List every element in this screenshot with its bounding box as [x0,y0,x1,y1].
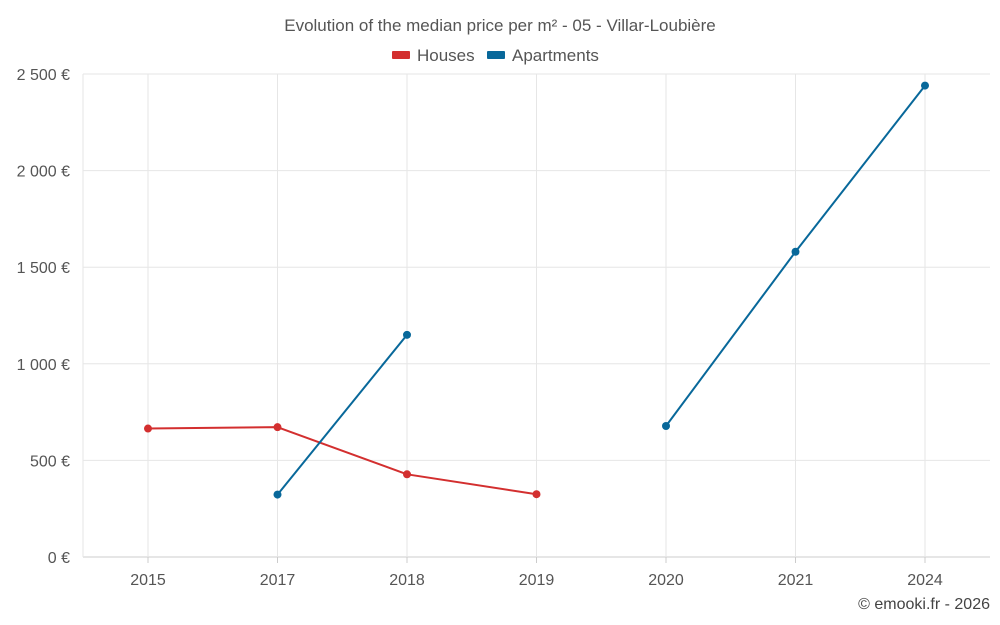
legend-label-houses: Houses [417,46,475,65]
y-tick-label: 0 € [48,550,70,567]
credit-text: © emooki.fr - 2026 [858,596,990,613]
legend-swatch-houses [392,51,410,59]
grid [82,73,990,563]
series-line-houses [147,426,537,496]
data-point-apartments[interactable] [403,330,411,339]
y-tick-label: 2 000 € [17,164,70,181]
chart-title: Evolution of the median price per m² - 0… [284,16,716,35]
data-point-houses[interactable] [273,423,282,432]
data-point-apartments[interactable] [921,81,929,90]
data-point-houses[interactable] [144,424,152,433]
legend-label-apartments: Apartments [512,46,599,65]
y-tick-label: 1 000 € [17,357,70,374]
x-axis-ticks: 2015 2017 2018 2019 2020 2021 2024 [130,572,943,589]
x-tick-label: 2015 [130,572,166,589]
y-tick-label: 2 500 € [17,67,70,84]
legend-swatch-apartments [487,51,505,59]
y-tick-label: 1 500 € [17,260,70,277]
data-point-houses[interactable] [532,490,541,499]
x-tick-label: 2021 [778,572,814,589]
x-tick-label: 2020 [648,572,684,589]
x-tick-label: 2024 [907,572,943,589]
legend-item-houses[interactable]: Houses [392,46,475,65]
data-points [144,81,929,499]
data-point-apartments[interactable] [662,422,670,431]
x-tick-label: 2017 [260,572,296,589]
data-point-apartments[interactable] [791,247,800,256]
data-point-apartments[interactable] [273,490,282,499]
x-tick-label: 2019 [519,572,555,589]
data-point-houses[interactable] [403,470,411,479]
legend[interactable]: Houses Apartments [392,46,599,65]
y-axis-ticks: 0 € 500 € 1 000 € 1 500 € 2 000 € 2 500 € [17,67,70,567]
legend-item-apartments[interactable]: Apartments [487,46,599,65]
y-tick-label: 500 € [30,453,70,470]
x-tick-label: 2018 [389,572,425,589]
series-line-apartments [276,334,408,496]
